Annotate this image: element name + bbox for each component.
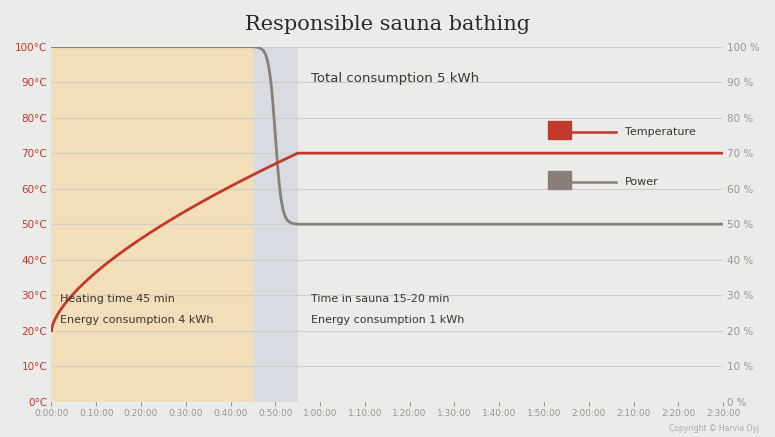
Text: Copyright © Harvia Oyj: Copyright © Harvia Oyj [670, 423, 760, 433]
Bar [253, 47, 298, 402]
Bar [549, 121, 571, 139]
Text: Total consumption 5 kWh: Total consumption 5 kWh [311, 72, 479, 85]
Text: Energy consumption 1 kWh: Energy consumption 1 kWh [311, 315, 464, 325]
Text: Power: Power [625, 177, 658, 187]
Bar [549, 171, 571, 189]
Title: Responsible sauna bathing: Responsible sauna bathing [245, 15, 530, 34]
Text: Temperature: Temperature [625, 127, 695, 137]
Text: Heating time 45 min: Heating time 45 min [60, 294, 175, 304]
Bar [51, 47, 253, 402]
Text: Time in sauna 15-20 min: Time in sauna 15-20 min [311, 294, 450, 304]
Text: Energy consumption 4 kWh: Energy consumption 4 kWh [60, 315, 214, 325]
